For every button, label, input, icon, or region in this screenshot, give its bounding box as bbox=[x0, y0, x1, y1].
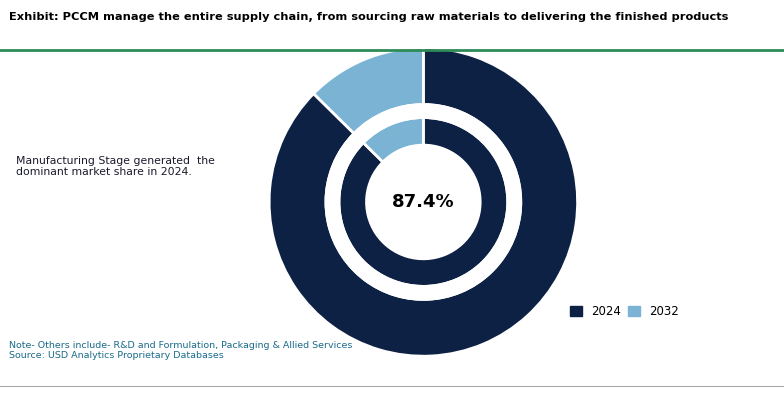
Text: 87.4%: 87.4% bbox=[392, 193, 455, 211]
Wedge shape bbox=[363, 118, 423, 162]
Wedge shape bbox=[314, 48, 423, 133]
Text: Manufacturing Stage generated  the
dominant market share in 2024.: Manufacturing Stage generated the domina… bbox=[16, 156, 215, 177]
Text: Exhibit: PCCM manage the entire supply chain, from sourcing raw materials to del: Exhibit: PCCM manage the entire supply c… bbox=[9, 12, 729, 22]
Legend: 2024, 2032: 2024, 2032 bbox=[565, 300, 684, 323]
Circle shape bbox=[367, 145, 480, 259]
Wedge shape bbox=[269, 48, 578, 356]
Wedge shape bbox=[339, 118, 508, 286]
Text: Note- Others include- R&D and Formulation, Packaging & Allied Services
Source: U: Note- Others include- R&D and Formulatio… bbox=[9, 341, 353, 360]
